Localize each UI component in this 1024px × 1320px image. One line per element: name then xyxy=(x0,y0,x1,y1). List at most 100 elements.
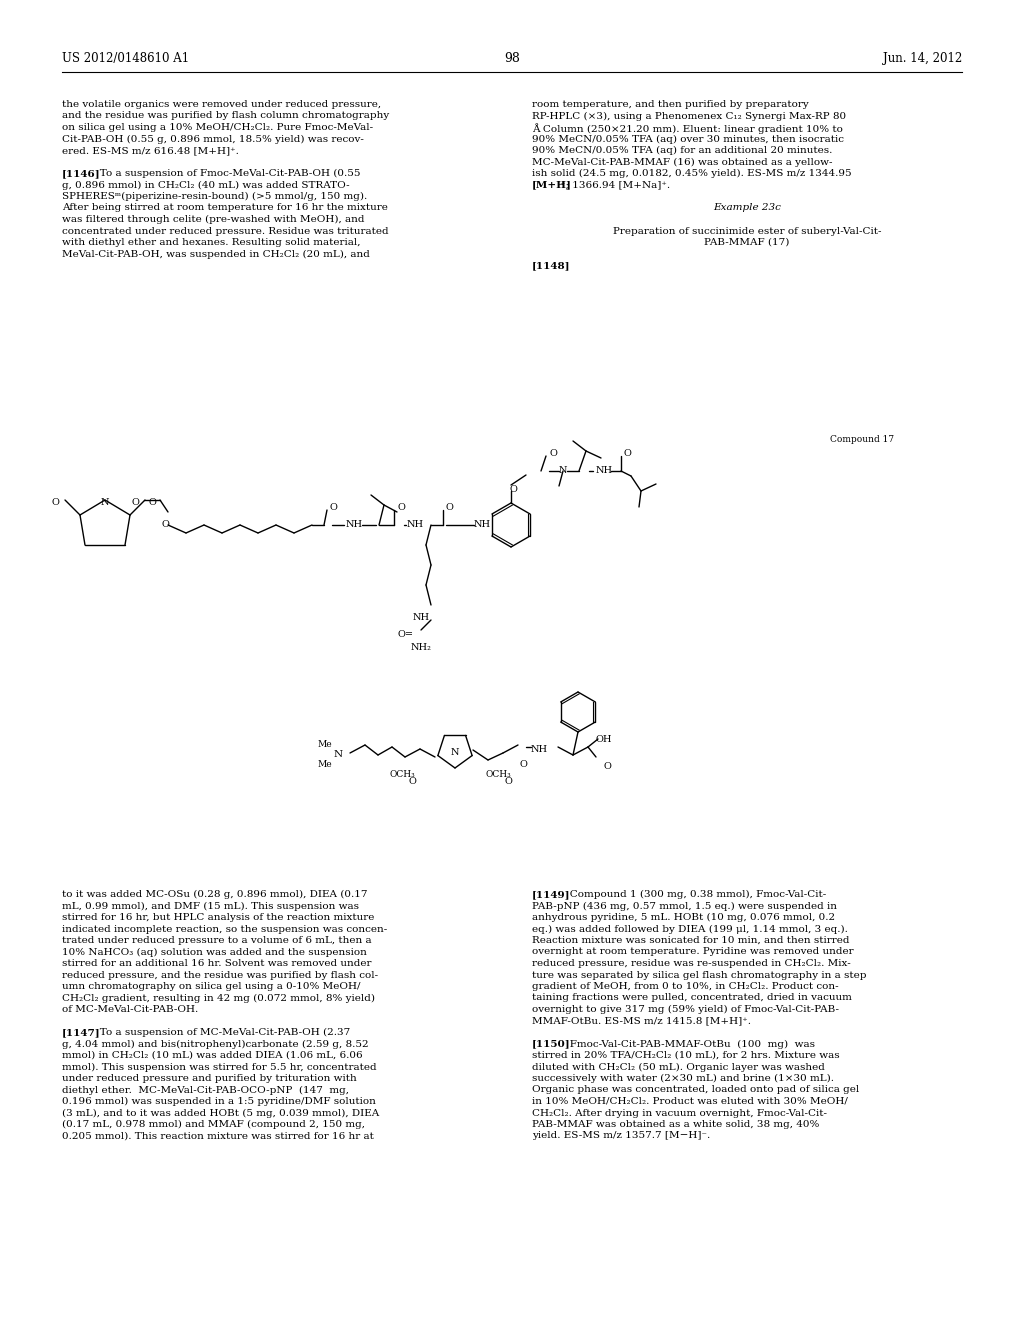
Text: O: O xyxy=(161,520,169,529)
Text: indicated incomplete reaction, so the suspension was concen-: indicated incomplete reaction, so the su… xyxy=(62,924,387,933)
Text: 0.205 mmol). This reaction mixture was stirred for 16 hr at: 0.205 mmol). This reaction mixture was s… xyxy=(62,1131,374,1140)
Text: umn chromatography on silica gel using a 0-10% MeOH/: umn chromatography on silica gel using a… xyxy=(62,982,360,991)
Text: diethyl ether.  MC-MeVal-Cit-PAB-OCO-pNP  (147  mg,: diethyl ether. MC-MeVal-Cit-PAB-OCO-pNP … xyxy=(62,1085,349,1094)
Text: 90% MeCN/0.05% TFA (aq) over 30 minutes, then isocratic: 90% MeCN/0.05% TFA (aq) over 30 minutes,… xyxy=(532,135,844,144)
Text: Organic phase was concentrated, loaded onto pad of silica gel: Organic phase was concentrated, loaded o… xyxy=(532,1085,859,1094)
Text: 90% MeCN/0.05% TFA (aq) for an additional 20 minutes.: 90% MeCN/0.05% TFA (aq) for an additiona… xyxy=(532,147,833,156)
Text: Jun. 14, 2012: Jun. 14, 2012 xyxy=(883,51,962,65)
Text: N: N xyxy=(451,748,459,756)
Text: ish solid (24.5 mg, 0.0182, 0.45% yield). ES-MS m/z 1344.95: ish solid (24.5 mg, 0.0182, 0.45% yield)… xyxy=(532,169,852,178)
Text: Compound 17: Compound 17 xyxy=(830,436,894,444)
Text: ered. ES-MS m/z 616.48 [M+H]⁺.: ered. ES-MS m/z 616.48 [M+H]⁺. xyxy=(62,147,239,154)
Text: Å Column (250×21.20 mm). Eluent: linear gradient 10% to: Å Column (250×21.20 mm). Eluent: linear … xyxy=(532,123,843,133)
Text: (3 mL), and to it was added HOBt (5 mg, 0.039 mmol), DIEA: (3 mL), and to it was added HOBt (5 mg, … xyxy=(62,1109,379,1118)
Text: CH₂Cl₂ gradient, resulting in 42 mg (0.072 mmol, 8% yield): CH₂Cl₂ gradient, resulting in 42 mg (0.0… xyxy=(62,994,375,1003)
Text: NH: NH xyxy=(407,520,424,529)
Text: SPHERESᵐ(piperizine-resin-bound) (>5 mmol/g, 150 mg).: SPHERESᵐ(piperizine-resin-bound) (>5 mmo… xyxy=(62,191,368,201)
Text: mL, 0.99 mmol), and DMF (15 mL). This suspension was: mL, 0.99 mmol), and DMF (15 mL). This su… xyxy=(62,902,359,911)
Text: (0.17 mL, 0.978 mmol) and MMAF (compound 2, 150 mg,: (0.17 mL, 0.978 mmol) and MMAF (compound… xyxy=(62,1119,365,1129)
Text: reduced pressure, and the residue was purified by flash col-: reduced pressure, and the residue was pu… xyxy=(62,970,378,979)
Text: Me: Me xyxy=(317,760,333,770)
Text: [1146]: [1146] xyxy=(62,169,100,178)
Text: ture was separated by silica gel flash chromatography in a step: ture was separated by silica gel flash c… xyxy=(532,970,866,979)
Text: of MC-MeVal-Cit-PAB-OH.: of MC-MeVal-Cit-PAB-OH. xyxy=(62,1005,199,1014)
Text: O: O xyxy=(408,777,416,785)
Text: Compound 1 (300 mg, 0.38 mmol), Fmoc-Val-Cit-: Compound 1 (300 mg, 0.38 mmol), Fmoc-Val… xyxy=(560,890,826,899)
Text: under reduced pressure and purified by trituration with: under reduced pressure and purified by t… xyxy=(62,1074,356,1082)
Text: PAB-MMAF was obtained as a white solid, 38 mg, 40%: PAB-MMAF was obtained as a white solid, … xyxy=(532,1119,819,1129)
Text: was filtered through celite (pre-washed with MeOH), and: was filtered through celite (pre-washed … xyxy=(62,215,365,224)
Text: mmol). This suspension was stirred for 5.5 hr, concentrated: mmol). This suspension was stirred for 5… xyxy=(62,1063,377,1072)
Text: [1148]: [1148] xyxy=(532,261,570,271)
Text: O=: O= xyxy=(398,630,414,639)
Text: O: O xyxy=(504,777,512,785)
Text: gradient of MeOH, from 0 to 10%, in CH₂Cl₂. Product con-: gradient of MeOH, from 0 to 10%, in CH₂C… xyxy=(532,982,839,991)
Text: NH: NH xyxy=(413,612,429,622)
Text: 0.196 mmol) was suspended in a 1:5 pyridine/DMF solution: 0.196 mmol) was suspended in a 1:5 pyrid… xyxy=(62,1097,376,1106)
Text: O: O xyxy=(51,498,59,507)
Text: US 2012/0148610 A1: US 2012/0148610 A1 xyxy=(62,51,189,65)
Text: reduced pressure, residue was re-suspended in CH₂Cl₂. Mix-: reduced pressure, residue was re-suspend… xyxy=(532,960,851,968)
Text: NH₂: NH₂ xyxy=(411,643,431,652)
Text: overnight to give 317 mg (59% yield) of Fmoc-Val-Cit-PAB-: overnight to give 317 mg (59% yield) of … xyxy=(532,1005,839,1014)
Text: in 10% MeOH/CH₂Cl₂. Product was eluted with 30% MeOH/: in 10% MeOH/CH₂Cl₂. Product was eluted w… xyxy=(532,1097,848,1106)
Text: stirred for an additional 16 hr. Solvent was removed under: stirred for an additional 16 hr. Solvent… xyxy=(62,960,372,968)
Text: mmol) in CH₂Cl₂ (10 mL) was added DIEA (1.06 mL, 6.06: mmol) in CH₂Cl₂ (10 mL) was added DIEA (… xyxy=(62,1051,362,1060)
Text: MMAF-OtBu. ES-MS m/z 1415.8 [M+H]⁺.: MMAF-OtBu. ES-MS m/z 1415.8 [M+H]⁺. xyxy=(532,1016,751,1026)
Text: MC-MeVal-Cit-PAB-MMAF (16) was obtained as a yellow-: MC-MeVal-Cit-PAB-MMAF (16) was obtained … xyxy=(532,157,833,166)
Text: yield. ES-MS m/z 1357.7 [M−H]⁻.: yield. ES-MS m/z 1357.7 [M−H]⁻. xyxy=(532,1131,711,1140)
Text: NH: NH xyxy=(346,520,364,529)
Text: 10% NaHCO₃ (aq) solution was added and the suspension: 10% NaHCO₃ (aq) solution was added and t… xyxy=(62,948,367,957)
Text: 98: 98 xyxy=(504,51,520,65)
Text: N: N xyxy=(334,750,343,759)
Text: O: O xyxy=(330,503,338,512)
Text: NH: NH xyxy=(474,520,492,529)
Text: OH: OH xyxy=(596,735,612,744)
Text: To a suspension of MC-MeVal-Cit-PAB-OH (2.37: To a suspension of MC-MeVal-Cit-PAB-OH (… xyxy=(90,1028,350,1038)
Text: O: O xyxy=(148,498,156,507)
Text: stirred for 16 hr, but HPLC analysis of the reaction mixture: stirred for 16 hr, but HPLC analysis of … xyxy=(62,913,375,921)
Text: O: O xyxy=(446,503,454,512)
Text: OCH₃: OCH₃ xyxy=(485,770,511,779)
Text: O: O xyxy=(549,449,557,458)
Text: O: O xyxy=(509,484,517,494)
Text: [1149]: [1149] xyxy=(532,890,570,899)
Text: overnight at room temperature. Pyridine was removed under: overnight at room temperature. Pyridine … xyxy=(532,948,854,957)
Text: g, 0.896 mmol) in CH₂Cl₂ (40 mL) was added STRATO-: g, 0.896 mmol) in CH₂Cl₂ (40 mL) was add… xyxy=(62,181,349,190)
Text: [1147]: [1147] xyxy=(62,1028,100,1038)
Text: N: N xyxy=(559,466,567,475)
Text: diluted with CH₂Cl₂ (50 mL). Organic layer was washed: diluted with CH₂Cl₂ (50 mL). Organic lay… xyxy=(532,1063,825,1072)
Text: NH: NH xyxy=(531,744,548,754)
Text: to it was added MC-OSu (0.28 g, 0.896 mmol), DIEA (0.17: to it was added MC-OSu (0.28 g, 0.896 mm… xyxy=(62,890,368,899)
Text: and the residue was purified by flash column chromatography: and the residue was purified by flash co… xyxy=(62,111,389,120)
Text: To a suspension of Fmoc-MeVal-Cit-PAB-OH (0.55: To a suspension of Fmoc-MeVal-Cit-PAB-OH… xyxy=(90,169,360,178)
Text: taining fractions were pulled, concentrated, dried in vacuum: taining fractions were pulled, concentra… xyxy=(532,994,852,1002)
Text: After being stirred at room temperature for 16 hr the mixture: After being stirred at room temperature … xyxy=(62,203,388,213)
Text: trated under reduced pressure to a volume of 6 mL, then a: trated under reduced pressure to a volum… xyxy=(62,936,372,945)
Text: Reaction mixture was sonicated for 10 min, and then stirred: Reaction mixture was sonicated for 10 mi… xyxy=(532,936,850,945)
Text: [M+H]: [M+H] xyxy=(532,181,571,190)
Text: concentrated under reduced pressure. Residue was triturated: concentrated under reduced pressure. Res… xyxy=(62,227,389,235)
Text: ⁺; 1366.94 [M+Na]⁺.: ⁺; 1366.94 [M+Na]⁺. xyxy=(560,181,670,190)
Text: Me: Me xyxy=(317,741,333,748)
Text: [1150]: [1150] xyxy=(532,1040,570,1048)
Text: O: O xyxy=(131,498,139,507)
Text: O: O xyxy=(624,449,632,458)
Text: O: O xyxy=(519,760,527,770)
Text: the volatile organics were removed under reduced pressure,: the volatile organics were removed under… xyxy=(62,100,381,110)
Text: PAB-pNP (436 mg, 0.57 mmol, 1.5 eq.) were suspended in: PAB-pNP (436 mg, 0.57 mmol, 1.5 eq.) wer… xyxy=(532,902,837,911)
Text: Preparation of succinimide ester of suberyl-Val-Cit-: Preparation of succinimide ester of sube… xyxy=(612,227,882,235)
Text: room temperature, and then purified by preparatory: room temperature, and then purified by p… xyxy=(532,100,809,110)
Text: successively with water (2×30 mL) and brine (1×30 mL).: successively with water (2×30 mL) and br… xyxy=(532,1074,834,1084)
Text: NH: NH xyxy=(596,466,613,475)
Text: RP-HPLC (×3), using a Phenomenex C₁₂ Synergi Max-RP 80: RP-HPLC (×3), using a Phenomenex C₁₂ Syn… xyxy=(532,111,846,120)
Text: Example 23c: Example 23c xyxy=(713,203,781,213)
Text: PAB-MMAF (17): PAB-MMAF (17) xyxy=(705,238,790,247)
Text: stirred in 20% TFA/CH₂Cl₂ (10 mL), for 2 hrs. Mixture was: stirred in 20% TFA/CH₂Cl₂ (10 mL), for 2… xyxy=(532,1051,840,1060)
Text: OCH₃: OCH₃ xyxy=(389,770,415,779)
Text: Cit-PAB-OH (0.55 g, 0.896 mmol, 18.5% yield) was recov-: Cit-PAB-OH (0.55 g, 0.896 mmol, 18.5% yi… xyxy=(62,135,364,144)
Text: Fmoc-Val-Cit-PAB-MMAF-OtBu  (100  mg)  was: Fmoc-Val-Cit-PAB-MMAF-OtBu (100 mg) was xyxy=(560,1040,815,1048)
Text: eq.) was added followed by DIEA (199 μl, 1.14 mmol, 3 eq.).: eq.) was added followed by DIEA (199 μl,… xyxy=(532,924,848,933)
Text: MeVal-Cit-PAB-OH, was suspended in CH₂Cl₂ (20 mL), and: MeVal-Cit-PAB-OH, was suspended in CH₂Cl… xyxy=(62,249,370,259)
Text: g, 4.04 mmol) and bis(nitrophenyl)carbonate (2.59 g, 8.52: g, 4.04 mmol) and bis(nitrophenyl)carbon… xyxy=(62,1040,369,1048)
